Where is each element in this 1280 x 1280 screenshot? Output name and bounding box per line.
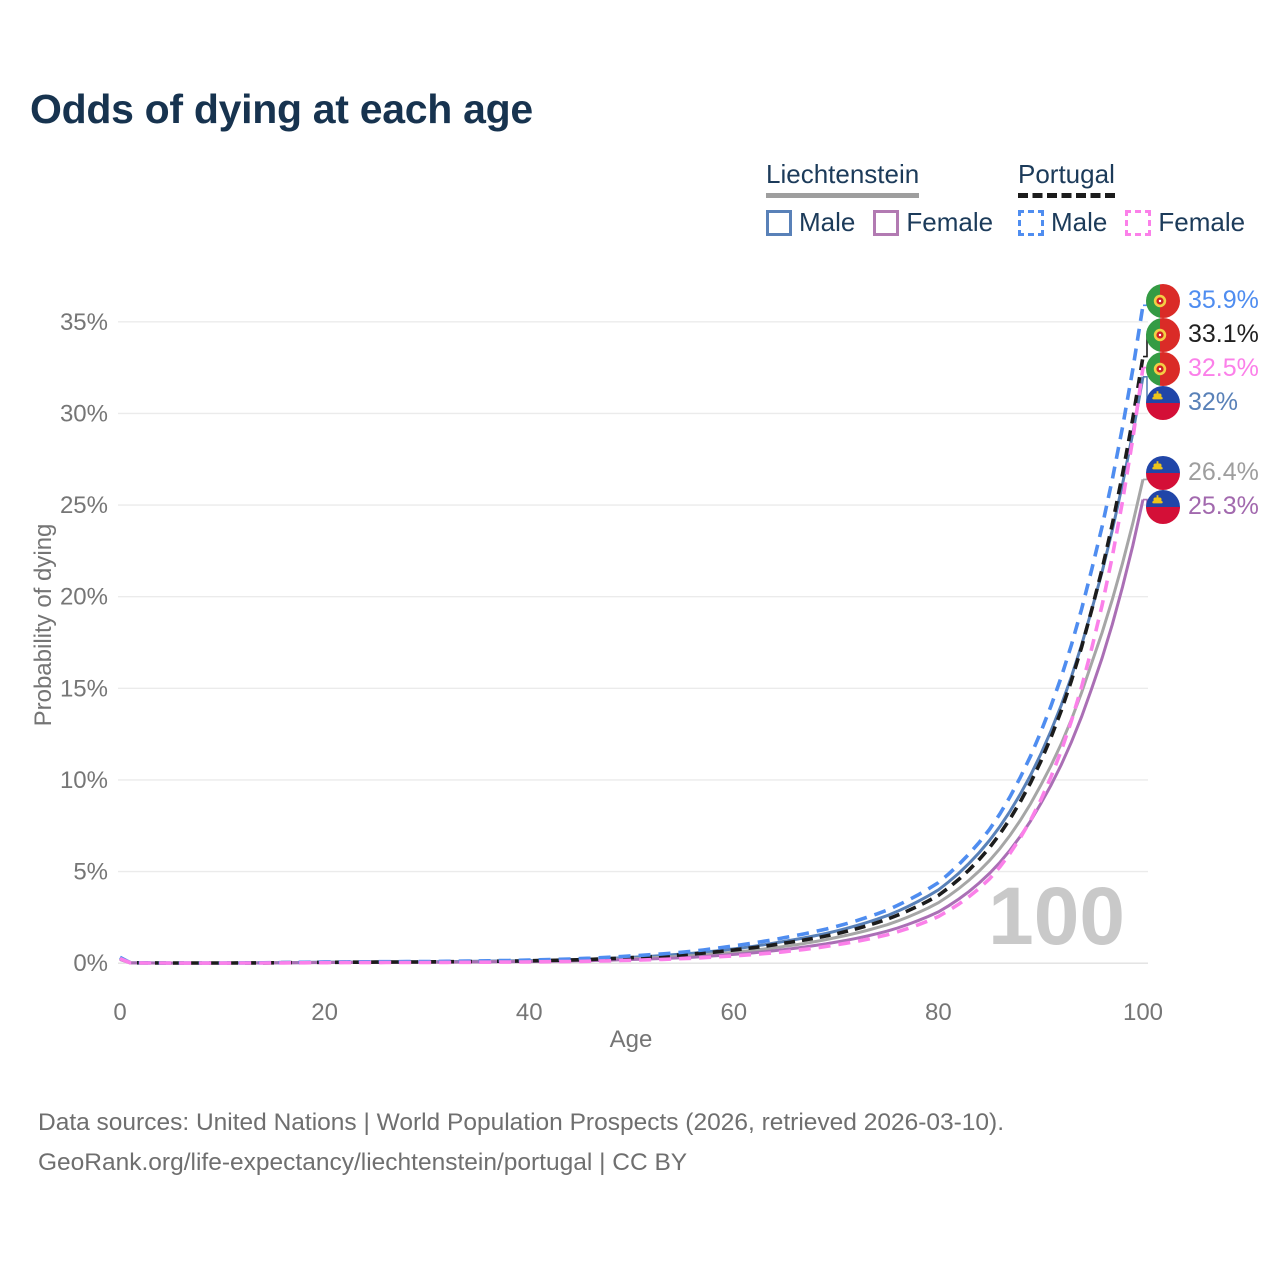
end-label-value: 25.3% (1188, 492, 1259, 520)
legend-label-portugal-female[interactable]: Female (1158, 207, 1246, 237)
y-tick-label: 25% (60, 492, 108, 519)
legend-items-liechtenstein: Male Female (766, 207, 1011, 238)
series-line-portugal-male[interactable] (119, 305, 1145, 965)
portugal-flag-icon (1146, 283, 1180, 318)
legend-label-portugal-male[interactable]: Male (1051, 207, 1108, 237)
y-tick-label: 15% (60, 675, 108, 702)
page-title: Odds of dying at each age (30, 86, 533, 132)
liechtenstein-flag-icon (1146, 385, 1180, 420)
y-tick-label: 30% (60, 400, 108, 427)
y-tick-label: 0% (73, 950, 108, 977)
y-tick-label: 5% (73, 859, 108, 886)
current-age-watermark: 100 (988, 871, 1125, 962)
legend-label-liechtenstein-female[interactable]: Female (906, 207, 994, 237)
end-label-portugal-male[interactable]: 35.9% (1146, 283, 1259, 318)
x-tick-label: 40 (516, 999, 543, 1026)
x-tick-label: 80 (925, 999, 952, 1026)
legend-group-portugal: Portugal Male Female (1018, 159, 1263, 238)
end-label-liechtenstein-female[interactable]: 25.3% (1146, 489, 1259, 524)
legend-group-liechtenstein: Liechtenstein Male Female (766, 159, 1011, 238)
y-tick-label: 35% (60, 309, 108, 336)
end-label-value: 35.9% (1188, 286, 1259, 315)
footer-attribution-link[interactable]: GeoRank.org/life-expectancy/liechtenstei… (38, 1149, 688, 1176)
liechtenstein-flag-icon (1146, 489, 1180, 524)
x-axis-title: Age (609, 1026, 653, 1053)
end-label-value: 33.1% (1188, 320, 1259, 349)
legend-swatch-liechtenstein-female[interactable] (873, 209, 900, 236)
legend-country-portugal[interactable]: Portugal (1018, 159, 1115, 198)
end-label-value: 32.5% (1188, 354, 1259, 383)
footer: Data sources: United Nations | World Pop… (38, 1103, 1004, 1183)
legend-swatch-portugal-female[interactable] (1125, 209, 1152, 236)
legend-country-liechtenstein[interactable]: Liechtenstein (766, 159, 920, 198)
end-label-value: 32% (1188, 388, 1239, 417)
end-label-liechtenstein-male[interactable]: 32% (1146, 385, 1239, 420)
end-label-portugal-female[interactable]: 32.5% (1146, 351, 1259, 386)
end-label-liechtenstein-both[interactable]: 26.4% (1146, 455, 1259, 490)
end-label-portugal-both[interactable]: 33.1% (1146, 317, 1259, 352)
legend-label-liechtenstein-male[interactable]: Male (799, 207, 856, 237)
x-tick-label: 60 (720, 999, 747, 1026)
series-line-portugal-female[interactable] (119, 367, 1145, 965)
portugal-flag-icon (1146, 351, 1180, 386)
x-tick-label: 100 (1123, 999, 1163, 1026)
liechtenstein-flag-icon (1146, 455, 1180, 490)
legend-items-portugal: Male Female (1018, 207, 1263, 238)
x-tick-label: 0 (113, 999, 126, 1026)
portugal-flag-icon (1146, 317, 1180, 352)
y-tick-label: 20% (60, 584, 108, 611)
series-line-liechtenstein-both[interactable] (119, 479, 1145, 965)
series-line-liechtenstein-female[interactable] (119, 499, 1145, 965)
y-tick-label: 10% (60, 767, 108, 794)
end-label-value: 26.4% (1188, 458, 1259, 486)
footer-data-sources: Data sources: United Nations | World Pop… (38, 1109, 1005, 1136)
x-tick-label: 20 (311, 999, 338, 1026)
legend-swatch-liechtenstein-male[interactable] (766, 209, 792, 236)
legend-swatch-portugal-male[interactable] (1018, 209, 1044, 236)
